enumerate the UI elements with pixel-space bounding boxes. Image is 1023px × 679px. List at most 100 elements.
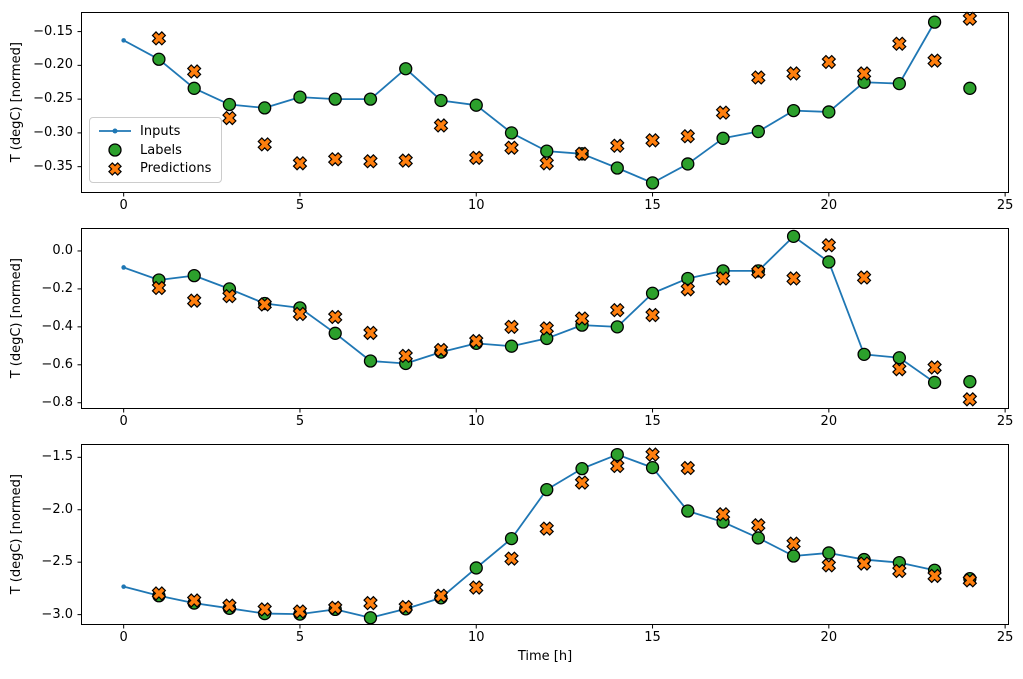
subplot-2: 0 5 10 15 20 25 0.0 −0.2 −0.4 −0.6 −0.8 xyxy=(41,228,1013,429)
tick-marks xyxy=(77,456,1006,629)
prediction-x-marker xyxy=(927,568,942,584)
label-circle-marker xyxy=(363,611,378,625)
prediction-x-marker xyxy=(609,302,625,318)
legend-label-inputs: Inputs xyxy=(140,123,181,139)
input-dot-marker xyxy=(121,265,126,270)
prediction-x-marker xyxy=(186,293,202,308)
prediction-x-marker xyxy=(151,280,167,296)
x-tick-label: 10 xyxy=(467,414,485,429)
prediction-x-marker xyxy=(786,66,801,81)
prediction-x-marker xyxy=(821,237,837,253)
y-tick-label: 0.0 xyxy=(52,242,73,258)
prediction-x-marker xyxy=(892,563,907,579)
subplot-3-canvas xyxy=(77,444,1009,629)
prediction-x-marker xyxy=(892,361,907,377)
y-axis-label-text: T (degC) [normed] xyxy=(8,258,24,379)
input-dot-marker xyxy=(121,38,126,43)
y-tick-label: −0.8 xyxy=(41,394,73,410)
prediction-x-marker xyxy=(751,517,766,533)
inputs-line xyxy=(121,234,937,385)
legend-item-predictions: Predictions xyxy=(98,159,213,178)
label-circle-marker xyxy=(610,161,624,175)
label-circle-marker xyxy=(258,101,272,115)
prediction-x-marker xyxy=(292,306,308,322)
prediction-x-marker xyxy=(962,11,978,27)
prediction-x-marker xyxy=(574,146,590,162)
label-circle-marker xyxy=(575,461,589,476)
legend-label-predictions: Predictions xyxy=(140,161,212,177)
inputs-line xyxy=(121,452,937,621)
prediction-x-marker xyxy=(504,319,519,335)
label-circle-marker xyxy=(610,320,624,334)
prediction-x-marker xyxy=(257,137,272,152)
prediction-x-marker xyxy=(292,156,308,171)
y-axis-label-3: T (degC) [normed] xyxy=(5,444,27,625)
axes-frame xyxy=(81,228,1009,409)
prediction-x-marker xyxy=(257,297,272,312)
label-circle-marker xyxy=(716,131,730,145)
prediction-x-marker xyxy=(892,36,907,52)
x-tick-label: 15 xyxy=(644,414,661,429)
prediction-x-marker xyxy=(539,156,555,171)
prediction-x-marker xyxy=(715,105,731,120)
x-tick-label: 25 xyxy=(996,414,1014,429)
labels-points xyxy=(152,15,977,190)
prediction-x-marker xyxy=(292,604,308,619)
y-axis-label-1: T (degC) [normed] xyxy=(5,12,27,193)
subplot-1: Inputs Labels Predictions 0 5 10 15 20 25 −0.1… xyxy=(33,11,1013,213)
x-tick-label: 10 xyxy=(467,198,485,213)
prediction-x-marker xyxy=(222,598,237,613)
prediction-x-marker xyxy=(751,70,766,85)
x-tick-label: 20 xyxy=(820,198,838,213)
x-tick-label: 5 xyxy=(295,630,305,645)
label-circle-marker xyxy=(540,482,554,497)
label-circle-marker xyxy=(786,103,801,118)
prediction-x-marker xyxy=(468,150,484,166)
y-tick-label: −0.35 xyxy=(33,158,73,174)
prediction-x-marker xyxy=(715,271,731,286)
prediction-x-marker xyxy=(151,31,167,46)
axes-frame xyxy=(81,12,1009,193)
label-circle-marker xyxy=(610,447,624,462)
prediction-x-marker xyxy=(821,54,837,70)
prediction-x-marker xyxy=(786,536,801,551)
predictions-points xyxy=(151,237,978,407)
labels-points xyxy=(152,229,977,390)
prediction-x-marker xyxy=(821,558,837,573)
axes-frame xyxy=(81,444,1009,625)
prediction-x-marker xyxy=(715,506,731,522)
prediction-x-marker xyxy=(962,392,978,407)
labels-points xyxy=(152,447,977,625)
prediction-x-marker xyxy=(645,307,660,323)
prediction-x-marker xyxy=(574,311,590,326)
label-circle-marker xyxy=(822,105,836,119)
label-circle-marker xyxy=(963,81,977,95)
label-circle-marker xyxy=(786,549,801,563)
prediction-x-marker xyxy=(433,588,449,604)
prediction-x-marker xyxy=(468,580,484,595)
y-tick-label: −0.4 xyxy=(41,318,73,334)
prediction-x-marker xyxy=(363,595,378,611)
label-circle-marker xyxy=(293,90,307,104)
legend-item-inputs: Inputs xyxy=(98,122,213,141)
label-circle-marker xyxy=(504,531,519,546)
y-tick-label: −0.2 xyxy=(41,280,73,296)
prediction-x-marker xyxy=(468,333,484,349)
inputs-line xyxy=(121,19,937,186)
predictions-points xyxy=(151,11,978,171)
prediction-x-marker xyxy=(222,110,237,126)
label-circle-marker xyxy=(363,92,378,106)
label-circle-marker xyxy=(927,15,942,29)
label-circle-marker xyxy=(751,124,765,139)
prediction-x-marker xyxy=(433,118,449,133)
label-circle-marker xyxy=(504,126,519,140)
label-circle-marker xyxy=(645,176,660,190)
label-circle-marker xyxy=(963,375,977,389)
label-circle-marker xyxy=(822,546,836,560)
prediction-x-marker xyxy=(927,360,942,375)
tick-marks xyxy=(77,250,1006,413)
label-circle-marker xyxy=(540,144,554,158)
label-circle-marker xyxy=(927,375,942,390)
prediction-x-marker xyxy=(751,264,766,280)
